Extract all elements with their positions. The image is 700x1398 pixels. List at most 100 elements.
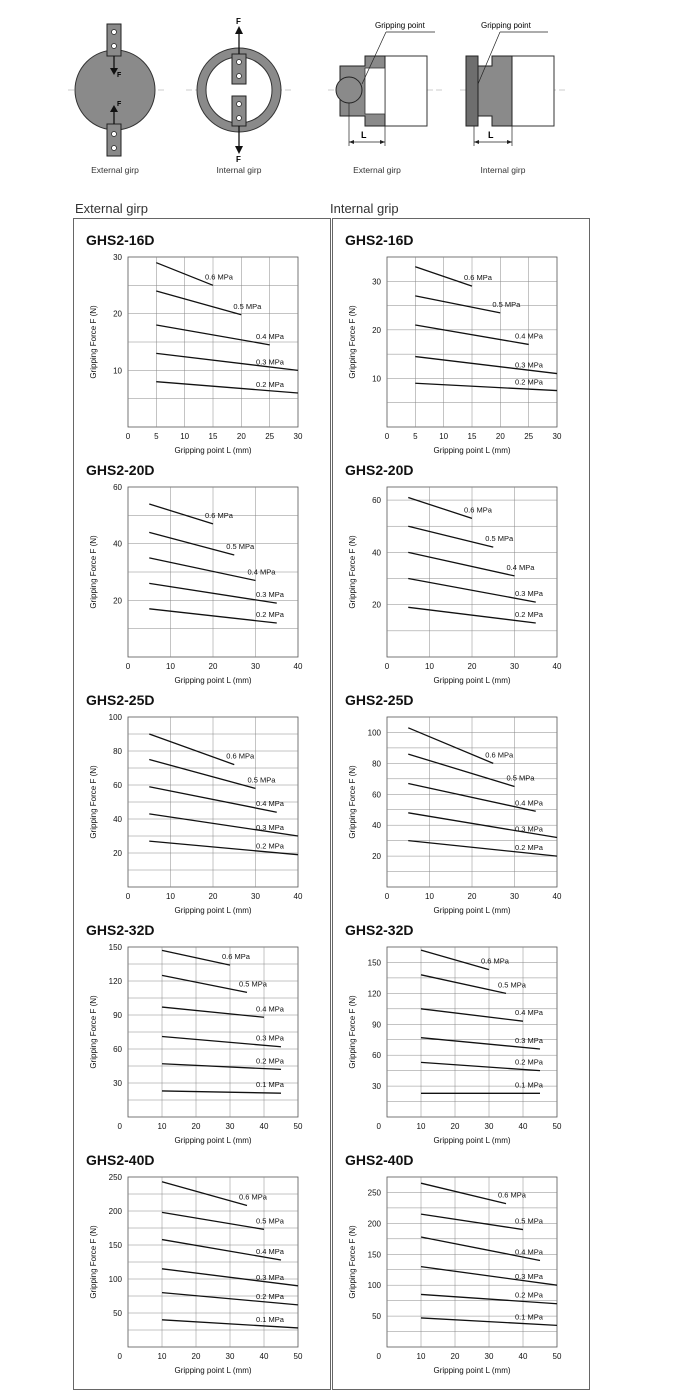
- svg-text:F: F: [236, 17, 241, 26]
- chart-title: GHS2-20D: [345, 462, 413, 478]
- y-tick-label: 20: [113, 596, 122, 605]
- x-tick-label: 40: [553, 662, 562, 671]
- series-line: [407, 727, 494, 764]
- chart-title: GHS2-25D: [86, 692, 154, 708]
- series-label: 0.4 MPa: [515, 1247, 544, 1256]
- y-tick-label: 150: [109, 1241, 123, 1250]
- series-line: [420, 1061, 541, 1072]
- x-tick-label: 20: [209, 662, 218, 671]
- x-tick-label: 30: [485, 1352, 494, 1361]
- series-label: 0.4 MPa: [507, 563, 536, 572]
- series-label: 0.4 MPa: [248, 568, 277, 577]
- x-tick-label: 40: [294, 662, 303, 671]
- chart-svg: GHS2-25D 0 10 20 30 40 20 40 60 80 100 Gripping poi…: [86, 692, 303, 915]
- x-tick-label: 40: [519, 1352, 528, 1361]
- series-line: [408, 525, 494, 548]
- plot-area: [386, 946, 558, 1118]
- series-line: [415, 355, 558, 375]
- series-label: 0.1 MPa: [256, 1315, 285, 1324]
- diagram-caption-1: External girp: [91, 165, 139, 175]
- x-tick-label: 5: [413, 432, 418, 441]
- x-axis-label: Gripping point L (mm): [433, 1366, 510, 1375]
- series-label: 0.3 MPa: [256, 823, 285, 832]
- chart-svg: GHS2-20D 0 10 20 30 40 20 40 60 Gripping point L …: [345, 462, 562, 685]
- series-label: 0.5 MPa: [248, 775, 277, 784]
- series-label: 0.5 MPa: [492, 300, 521, 309]
- x-tick-label: 10: [166, 892, 175, 901]
- y-axis-label: Gripping Force F (N): [348, 765, 357, 839]
- x-tick-label: 50: [294, 1352, 303, 1361]
- series-line: [408, 606, 536, 624]
- external-grip-disc-diagram: F F: [68, 23, 164, 157]
- chart-svg: GHS2-40D 10 20 30 40 50 50 100 150 200 250 0 Grippin…: [345, 1152, 562, 1375]
- y-axis-label: Gripping Force F (N): [348, 305, 357, 379]
- series-label: 0.3 MPa: [256, 590, 285, 599]
- series-label: 0.4 MPa: [515, 1008, 544, 1017]
- series-label: 0.4 MPa: [256, 1247, 285, 1256]
- series-label: 0.6 MPa: [464, 505, 493, 514]
- svg-text:Gripping point: Gripping point: [481, 21, 532, 30]
- x-axis-label: Gripping point L (mm): [174, 1136, 251, 1145]
- chart-title: GHS2-16D: [86, 232, 154, 248]
- x-tick-label: 10: [425, 892, 434, 901]
- series-line: [420, 949, 490, 971]
- svg-text:F: F: [236, 155, 241, 164]
- series-line: [420, 1037, 541, 1050]
- series-line: [149, 786, 277, 813]
- y-tick-label: 20: [113, 849, 122, 858]
- x-tick-label: 20: [451, 1122, 460, 1131]
- series-line: [420, 974, 507, 994]
- series-label: 0.5 MPa: [233, 302, 262, 311]
- series-label: 0.3 MPa: [256, 357, 285, 366]
- y-tick-label: 20: [372, 326, 381, 335]
- svg-text:L: L: [361, 130, 367, 140]
- series-label: 0.4 MPa: [256, 1004, 285, 1013]
- y-tick-label: 150: [109, 943, 123, 952]
- y-tick-label: 30: [113, 1079, 122, 1088]
- y-axis-label: Gripping Force F (N): [89, 995, 98, 1069]
- x-tick-label: 20: [451, 1352, 460, 1361]
- series-line: [149, 840, 299, 856]
- x-tick-label: 10: [158, 1352, 167, 1361]
- section-title-internal: Internal grip: [330, 201, 399, 216]
- chart-svg: GHS2-16D 0 5 10 15 20 25 30 10 20 30 Gripping point…: [86, 232, 303, 455]
- x-tick-label: 0: [126, 662, 131, 671]
- series-line: [149, 608, 277, 624]
- series-line: [149, 503, 214, 525]
- y-tick-label: 120: [109, 977, 123, 986]
- series-line: [415, 324, 529, 346]
- y-tick-label: 40: [113, 815, 122, 824]
- diagram-caption-3: External girp: [353, 165, 401, 175]
- series-label: 0.2 MPa: [256, 610, 285, 619]
- series-label: 0.6 MPa: [498, 1191, 527, 1200]
- series-line: [408, 839, 558, 857]
- y-axis-label: Gripping Force F (N): [89, 1225, 98, 1299]
- series-label: 0.3 MPa: [256, 1034, 285, 1043]
- x-tick-label: 0: [126, 892, 131, 901]
- chart-ghs2-32d: GHS2-32D 10 20 30 40 50 30 60 90 120 150 0 Gripping …: [84, 919, 316, 1149]
- x-tick-label: 30: [553, 432, 562, 441]
- y-tick-label: 90: [113, 1011, 122, 1020]
- y-tick-label: 60: [113, 781, 122, 790]
- series-label: 0.2 MPa: [515, 378, 544, 387]
- series-line: [408, 782, 536, 812]
- x-tick-label: 30: [226, 1352, 235, 1361]
- svg-text:F: F: [117, 72, 122, 79]
- svg-text:F: F: [117, 101, 122, 108]
- x-tick-label: 10: [417, 1352, 426, 1361]
- x-tick-label: 15: [468, 432, 477, 441]
- series-line: [408, 753, 515, 788]
- x-tick-label: 20: [496, 432, 505, 441]
- series-line: [420, 1008, 524, 1022]
- chart-svg: GHS2-20D 0 10 20 30 40 20 40 60 Gripping point L …: [86, 462, 303, 685]
- y-tick-label: 50: [372, 1312, 381, 1321]
- series-line: [161, 1291, 299, 1306]
- y-tick-label: 60: [372, 790, 381, 799]
- series-label: 0.6 MPa: [205, 272, 234, 281]
- y-tick-label: 250: [368, 1188, 382, 1197]
- y-tick-label: 10: [113, 366, 122, 375]
- series-label: 0.2 MPa: [515, 843, 544, 852]
- series-line: [161, 1319, 299, 1329]
- x-tick-label: 30: [485, 1122, 494, 1131]
- y-tick-label: 80: [372, 759, 381, 768]
